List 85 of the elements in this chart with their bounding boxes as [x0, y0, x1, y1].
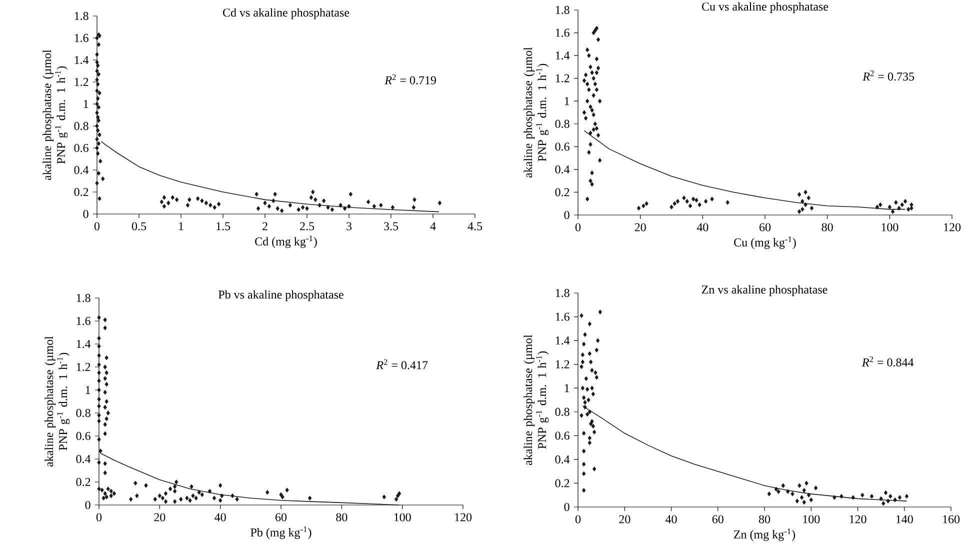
y-tick-label: 1.4 [76, 340, 91, 348]
y-tick-label: 1.8 [76, 294, 90, 302]
x-tick-label: 80 [822, 223, 833, 232]
y-tick-label: 0 [85, 500, 90, 510]
y-tick-label: 1.8 [556, 288, 570, 298]
x-tick-label: 80 [336, 513, 348, 522]
annotation: R$^{2}$ = 0.417 [376, 359, 428, 370]
x-axis-title: Pb (mg kg$^{-1}$) [250, 526, 312, 539]
y-tick-label: 1 [86, 386, 90, 394]
x-tick-label: 60 [276, 513, 287, 522]
x-tick-label: 100 [882, 223, 898, 232]
y-tick-label: 1.8 [74, 12, 88, 20]
y-tick-label: 1.2 [76, 362, 90, 372]
y-tick-label: 1.2 [556, 74, 570, 82]
x-tick-label: 60 [712, 515, 724, 524]
x-tick-label: 160 [943, 515, 960, 524]
y-tick-label: 0.8 [555, 408, 570, 416]
x-tick-label: 0 [575, 515, 581, 524]
x-tick-label: 4 [430, 222, 436, 230]
chart-title: Pb vs akaline phosphatase [218, 290, 344, 302]
x-tick-label: 4.5 [468, 222, 482, 230]
x-tick-label: 20 [154, 513, 166, 522]
y-tick-label: 0.6 [555, 142, 570, 151]
y-tick-label: 0.6 [76, 432, 90, 440]
x-axis-title: Zn (mg kg$^{-1}$) [734, 528, 796, 541]
y-tick-label: 0.4 [555, 165, 570, 174]
y-tick-label: 0.8 [76, 408, 90, 418]
x-tick-label: 0 [96, 513, 102, 522]
y-tick-label: 0.2 [74, 188, 88, 196]
chart-title: Cu vs akaline phosphatase [702, 2, 828, 14]
y-tick-label: 0.2 [555, 479, 570, 488]
y-tick-label: 1.6 [74, 34, 88, 42]
x-tick-label: 0 [94, 222, 100, 230]
y-tick-label: 1.6 [76, 316, 90, 326]
y-tick-label: 1 [564, 97, 570, 106]
x-tick-label: 100 [803, 515, 820, 524]
y-tick-label: 1.2 [556, 360, 570, 368]
x-tick-label: 120 [455, 513, 472, 522]
x-tick-label: 100 [394, 513, 411, 522]
y-tick-label: 0 [564, 502, 570, 512]
x-axis-title: Cu (mg kg$^{-1}$) [734, 236, 796, 249]
y-tick-label: 0.4 [555, 455, 570, 464]
x-tick-label: 0.5 [132, 222, 146, 230]
y-tick-label: 1.8 [556, 6, 570, 14]
x-tick-label: 3 [346, 222, 352, 230]
x-tick-label: 20 [634, 223, 646, 232]
x-tick-label: 40 [665, 515, 677, 524]
y-tick-label: 0 [564, 210, 570, 220]
x-tick-label: 80 [758, 515, 770, 524]
y-tick-label: 0 [83, 210, 88, 218]
x-tick-label: 120 [850, 515, 866, 524]
annotation: R$^{2}$ = 0.844 [862, 356, 914, 367]
annotation: R$^{2}$ = 0.735 [862, 70, 914, 81]
y-tick-label: 0.8 [74, 122, 88, 130]
x-tick-label: 1 [179, 222, 184, 230]
x-tick-label: 140 [896, 515, 913, 524]
y-tick-label: 0.8 [555, 120, 570, 128]
y-tick-label: 1.2 [74, 78, 88, 86]
y-tick-label: 1.6 [556, 28, 570, 37]
y-tick-label: 1.4 [74, 56, 89, 64]
y-tick-label: 1.4 [556, 52, 570, 60]
x-tick-label: 120 [944, 223, 961, 232]
y-tick-label: 1.6 [556, 312, 570, 321]
y-tick-label: 1.4 [556, 336, 570, 345]
y-tick-label: 0.4 [74, 166, 89, 174]
annotation: R$^{2}$ = 0.719 [384, 74, 436, 84]
x-tick-label: 40 [214, 513, 226, 522]
y-tick-label: 0.2 [555, 188, 570, 196]
x-tick-label: 40 [696, 223, 708, 232]
x-tick-label: 2.5 [300, 222, 314, 230]
chart-title: Cd vs akaline phosphatase [223, 8, 350, 20]
y-tick-label: 0.2 [76, 478, 90, 486]
y-tick-label: 1 [564, 384, 570, 392]
y-tick-label: 0.6 [74, 144, 88, 152]
y-tick-label: 1 [84, 100, 88, 108]
x-tick-label: 3.5 [384, 222, 398, 230]
x-tick-label: 60 [760, 223, 771, 232]
y-tick-label: 0.6 [555, 432, 570, 440]
x-tick-label: 0 [575, 223, 581, 232]
x-axis-title: Cd (mg kg$^{-1}$) [255, 236, 317, 248]
y-tick-label: 0.4 [76, 454, 91, 464]
x-tick-label: 2 [262, 222, 268, 230]
chart-title: Zn vs akaline phosphatase [702, 285, 828, 296]
x-tick-label: 20 [619, 515, 630, 524]
x-tick-label: 1.5 [216, 222, 230, 230]
